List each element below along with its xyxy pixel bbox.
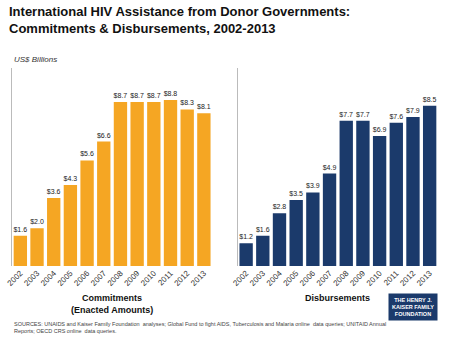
svg-text:2012: 2012 [172,268,191,287]
svg-text:$4.3: $4.3 [64,175,78,182]
svg-text:$3.6: $3.6 [47,188,61,195]
svg-text:$6.6: $6.6 [97,132,111,139]
svg-text:2005: 2005 [281,268,300,287]
svg-text:$1.6: $1.6 [13,226,27,233]
svg-text:$8.7: $8.7 [147,92,161,99]
svg-text:2007: 2007 [315,268,334,287]
svg-text:2009: 2009 [348,268,367,287]
svg-text:$2.0: $2.0 [30,218,44,225]
svg-text:2009: 2009 [122,268,141,287]
svg-text:$8.8: $8.8 [164,90,178,97]
svg-text:$8.7: $8.7 [114,92,128,99]
svg-text:$8.5: $8.5 [423,96,437,103]
svg-text:THE HENRY J.KAISER FAMILYFOUND: THE HENRY J.KAISER FAMILYFOUNDATION [392,297,434,317]
svg-text:2004: 2004 [265,268,284,287]
svg-text:$7.9: $7.9 [406,107,420,114]
svg-text:2008: 2008 [332,268,351,287]
svg-text:SOURCES: UNAIDS and Kaiser Fam: SOURCES: UNAIDS and Kaiser Family Founda… [14,321,386,334]
svg-text:$8.7: $8.7 [130,92,144,99]
svg-text:US$ Billions: US$ Billions [14,55,57,64]
svg-text:$1.2: $1.2 [239,233,253,240]
svg-text:$6.9: $6.9 [373,126,387,133]
svg-text:2011: 2011 [382,268,401,287]
svg-text:2007: 2007 [89,268,108,287]
svg-text:2003: 2003 [22,268,41,287]
svg-text:2012: 2012 [398,268,417,287]
svg-text:2013: 2013 [415,268,434,287]
svg-text:2005: 2005 [56,268,75,287]
svg-text:2002: 2002 [6,268,25,287]
svg-text:2004: 2004 [39,268,58,287]
svg-text:$7.6: $7.6 [389,113,403,120]
svg-text:Disbursements: Disbursements [305,293,370,303]
svg-text:$3.9: $3.9 [306,182,320,189]
svg-text:International HIV Assistance f: International HIV Assistance from Donor … [9,4,350,36]
svg-text:2010: 2010 [139,268,158,287]
svg-text:Commitments(Enacted Amounts): Commitments(Enacted Amounts) [71,293,153,315]
svg-text:2008: 2008 [106,268,125,287]
svg-text:$5.6: $5.6 [80,150,94,157]
svg-text:$8.1: $8.1 [197,103,211,110]
svg-text:$4.9: $4.9 [323,164,337,171]
svg-text:$7.7: $7.7 [356,111,370,118]
svg-text:2006: 2006 [72,268,91,287]
svg-text:$7.7: $7.7 [339,111,353,118]
svg-text:$2.8: $2.8 [273,203,287,210]
svg-text:2002: 2002 [231,268,250,287]
svg-text:2011: 2011 [156,268,175,287]
svg-text:2003: 2003 [248,268,267,287]
svg-text:2013: 2013 [189,268,208,287]
svg-text:$3.5: $3.5 [289,190,303,197]
svg-text:2010: 2010 [365,268,384,287]
svg-text:$1.6: $1.6 [256,226,270,233]
svg-text:$8.3: $8.3 [180,99,194,106]
svg-text:2006: 2006 [298,268,317,287]
